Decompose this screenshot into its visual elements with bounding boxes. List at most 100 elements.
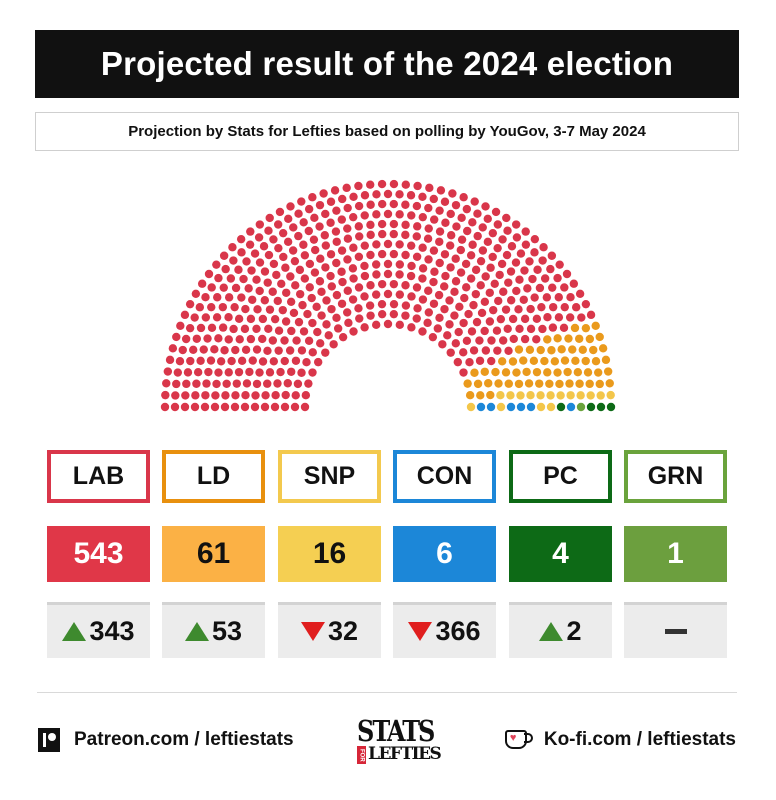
seat-dot-snp	[566, 391, 575, 400]
seat-dot-lab	[242, 257, 251, 266]
seat-dot-lab	[446, 348, 455, 357]
seat-dot-lab	[299, 327, 309, 336]
seat-dot-lab	[199, 345, 208, 354]
logo-lefties-text: LEFTIES	[368, 744, 442, 764]
seat-dot-lab	[451, 200, 461, 210]
patreon-link[interactable]: Patreon.com / leftiestats	[38, 728, 294, 752]
seat-dot-lab	[503, 324, 512, 333]
seat-dot-lab	[435, 227, 445, 236]
seat-dot-ld	[570, 323, 580, 333]
seat-dot-lab	[201, 313, 211, 322]
seat-dot-lab	[237, 356, 247, 366]
seat-dot-ld	[463, 379, 472, 388]
seat-dot-lab	[535, 283, 545, 293]
seat-dot-lab	[372, 210, 381, 219]
seat-dot-lab	[459, 368, 468, 377]
seat-dot-ld	[512, 368, 521, 377]
seat-dot-lab	[512, 286, 521, 296]
seat-dot-lab	[268, 336, 278, 345]
seat-dot-lab	[234, 314, 244, 324]
seat-dot-lab	[224, 313, 233, 322]
seat-dot-lab	[172, 379, 181, 389]
seat-dot-ld	[601, 355, 611, 365]
seat-dot-lab	[305, 283, 314, 292]
seat-dot-lab	[297, 346, 307, 355]
seat-dot-con	[516, 402, 526, 412]
seat-dot-lab	[299, 218, 308, 227]
seat-dot-lab	[343, 308, 352, 317]
seat-dot-lab	[312, 302, 321, 312]
seat-dot-lab	[229, 256, 238, 265]
seat-dot-lab	[418, 243, 427, 252]
seat-dot-ld	[568, 345, 577, 354]
seat-dot-lab	[265, 368, 275, 377]
seat-dot-lab	[204, 367, 213, 377]
seat-dot-lab	[395, 320, 405, 330]
seat-dot-lab	[196, 356, 205, 366]
seat-dot-lab	[395, 290, 405, 299]
seat-dot-lab	[383, 319, 393, 329]
seat-dot-ld	[535, 379, 544, 388]
seat-dot-lab	[172, 332, 181, 342]
seat-dot-lab	[366, 180, 375, 189]
seat-dot-lab	[447, 231, 456, 240]
seat-change-grn	[624, 602, 727, 658]
seat-dot-lab	[206, 356, 216, 365]
seat-dot-lab	[365, 301, 375, 310]
seat-dot-lab	[349, 192, 358, 202]
seat-dot-lab	[498, 336, 508, 345]
seat-dot-lab	[494, 296, 503, 306]
seat-dot-lab	[313, 357, 323, 367]
seat-dot-lab	[176, 321, 185, 330]
seat-dot-lab	[371, 320, 381, 330]
seat-dot-ld	[573, 368, 583, 377]
seat-dot-lab	[317, 287, 326, 297]
seat-dot-ld	[595, 332, 604, 342]
seat-dot-lab	[327, 304, 336, 314]
seat-dot-lab	[553, 273, 562, 283]
seat-dot-lab	[586, 310, 596, 320]
seat-dot-lab	[424, 224, 433, 233]
seat-dot-lab	[377, 249, 387, 259]
party-column-snp: SNP 16 32	[278, 450, 381, 658]
seat-dot-lab	[498, 235, 507, 244]
seat-dot-lab	[237, 293, 246, 302]
seat-dot-lab	[268, 287, 277, 296]
seat-dot-lab	[511, 258, 521, 267]
seat-dot-lab	[542, 293, 552, 302]
seat-dot-lab	[289, 223, 298, 232]
seat-dot-lab	[456, 268, 466, 277]
seat-dot-lab	[338, 277, 347, 287]
seat-dot-lab	[389, 219, 399, 229]
seat-dot-lab	[200, 402, 210, 412]
seat-dot-lab	[295, 265, 305, 275]
seat-change-pc: 2	[509, 602, 612, 658]
arrow-down-icon	[408, 622, 433, 641]
seat-change-ld: 53	[162, 602, 265, 658]
seat-dot-lab	[244, 284, 253, 293]
seat-dot-lab	[283, 237, 293, 247]
seat-dot-con	[566, 402, 576, 412]
kofi-link[interactable]: ♥ Ko-fi.com / leftiestats	[504, 728, 736, 752]
seat-dot-lab	[241, 304, 250, 314]
seat-dot-lab	[423, 234, 433, 243]
kofi-cup-icon: ♥	[504, 728, 536, 752]
seat-dot-lab	[192, 379, 201, 388]
seat-dot-lab	[468, 218, 477, 227]
seat-dot-snp	[596, 391, 605, 400]
seat-dot-lab	[526, 324, 536, 334]
seat-dot-lab	[207, 283, 216, 292]
seat-dot-lab	[228, 243, 237, 252]
seat-dot-lab	[343, 255, 352, 264]
seat-dot-lab	[326, 197, 336, 206]
seat-dot-ld	[598, 344, 608, 353]
seat-dot-lab	[366, 200, 375, 209]
seat-dot-lab	[371, 290, 381, 299]
seat-dot-lab	[210, 402, 220, 412]
seat-dot-con	[506, 402, 516, 412]
seat-dot-lab	[310, 268, 320, 277]
seat-dot-lab	[349, 243, 358, 252]
seat-dot-lab	[160, 402, 170, 412]
seat-dot-lab	[280, 402, 290, 412]
seat-dot-lab	[418, 192, 427, 202]
